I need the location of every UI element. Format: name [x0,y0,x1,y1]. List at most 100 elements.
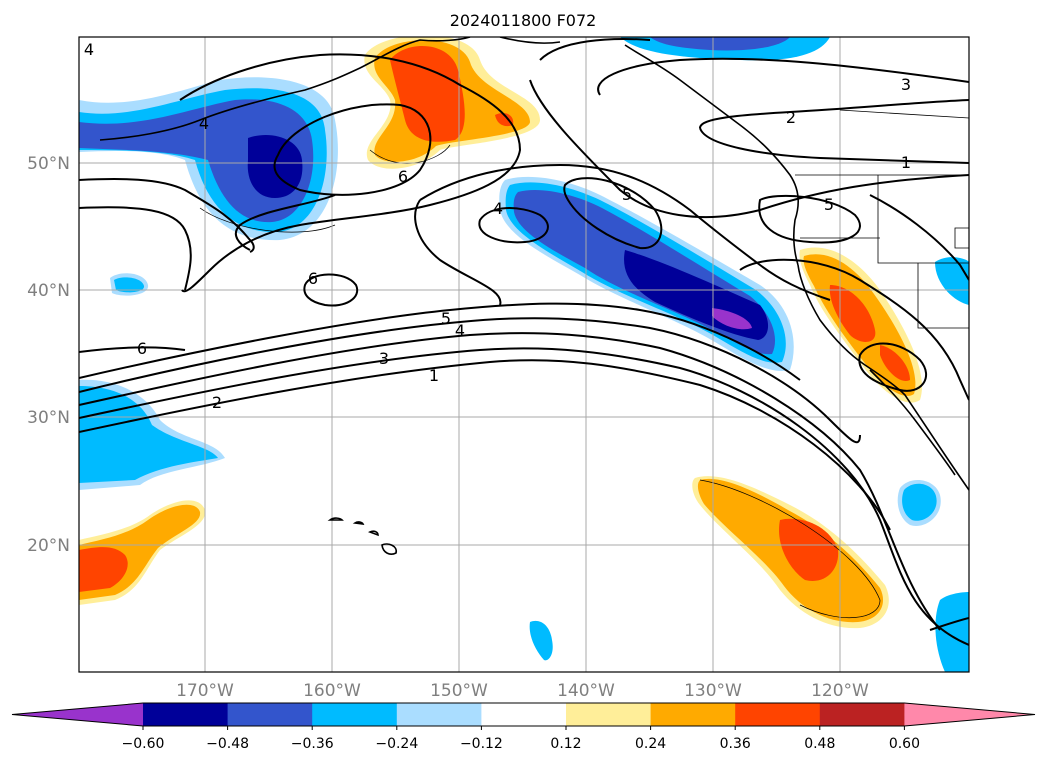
contour-ne-3 [597,57,969,96]
contour-west-3 [234,194,336,251]
colorbar-tick-label: 0.24 [635,736,666,752]
neg-area-blue [79,99,314,223]
neg-corner-cyan [935,592,969,672]
colorbar-tick-label: 0.60 [889,736,920,752]
lat-label: 50°N [27,154,70,174]
colorbar-segment [735,703,821,726]
coastlines [99,37,969,555]
colorbar-tick-label: −0.36 [291,736,334,752]
colorbar-segment [227,703,313,726]
neg-se-cyan [902,483,937,521]
pos-sw-red [79,547,128,592]
contour-label: 2 [786,108,796,127]
colorbar-segment [566,703,652,726]
pos-se-red [779,518,839,581]
graticule [79,37,969,672]
colorbar-segment [650,703,736,726]
contour-label: 6 [308,269,318,288]
colorbar-segment [312,703,398,726]
contour-nw-closed [273,103,432,196]
contour-ne-1b [869,194,969,281]
contour-mid-5 [563,177,663,250]
contour-mid-outer [419,163,831,301]
contour-baja-loop [858,342,927,392]
map-frame [78,36,970,673]
colorbar-tick-label: 0.12 [550,736,581,752]
figure-title: 2024011800 F072 [450,11,597,30]
lat-label: 20°N [27,536,70,556]
coast-baja [869,369,956,476]
colorbar-tick-label: −0.24 [375,736,418,752]
contours [79,38,969,646]
lat-label: 30°N [27,408,70,428]
colorbar-tick-label: −0.48 [206,736,249,752]
shade-outline-2 [699,479,881,619]
contour-line-1 [79,359,891,531]
coast-california [797,264,969,491]
contour-line-4 [79,317,861,444]
lon-label: 120°W [811,681,869,701]
contour-label: 4 [84,40,94,59]
colorbar-extend-high [904,703,1035,726]
map-panel: 6 6 5 4 3 2 1 6 4 5 4 3 2 1 5 4 [78,36,970,673]
contour-ne-2b [699,127,969,164]
contour-labels: 6 6 5 4 3 2 1 6 4 5 4 3 2 1 5 4 [84,40,911,412]
contour-label: 6 [137,339,147,358]
contour-label: 3 [901,75,911,94]
lon-label: 140°W [557,681,615,701]
colorbar-extend-low [12,703,143,726]
contour-label: 4 [455,321,465,340]
pos-north-red [390,46,465,142]
contour-mid-4 [478,207,549,244]
coast-hawaii-1 [327,517,344,521]
latitude-labels: 50°N 40°N 30°N 20°N [27,154,70,556]
neg-east-cyan [935,257,969,305]
colorbar-tick-label: 0.36 [720,736,751,752]
border-canada-us-north [839,109,969,119]
contour-label: 2 [212,393,222,412]
contour-line-3 [79,332,941,631]
neg-small-cyan [114,277,145,293]
colorbar-segment [143,703,229,726]
contour-label: 1 [429,366,439,385]
colorbar-tick-label: −0.60 [122,736,165,752]
coast-hawaii-2 [352,521,365,525]
shade-outline-1 [199,207,336,233]
lat-label: 40°N [27,281,70,301]
coast-bc-washington [624,44,800,266]
contour-label: 4 [199,114,209,133]
colorbar-tick-label: −0.12 [460,736,503,752]
contour-se-edge [929,617,969,631]
colorbar-segment [396,703,482,726]
contour-label: 6 [398,167,408,186]
border-states-3 [954,227,969,249]
contour-west-2 [79,206,192,291]
contour-ne-1 [529,79,969,219]
contour-mid-south [414,199,502,306]
colorbar: −0.60 −0.48 −0.36 −0.24 −0.12 0.12 0.24 0.36 0.4… [11,702,1036,752]
contour-label: 1 [901,153,911,172]
contour-top-arc [539,38,651,61]
contour-nw-outer [179,53,522,293]
pos-ca-red [829,285,876,342]
colorbar-segment [481,703,567,726]
contour-label: 5 [824,195,834,214]
contour-line-2 [79,347,969,646]
neg-south-cyan [529,620,553,661]
contour-label: 5 [622,185,632,204]
neg-top-blue [650,37,790,51]
contour-small-6 [303,273,359,307]
lon-label: 170°W [176,681,234,701]
neg-band-purple [712,308,752,330]
lon-label: 150°W [430,681,488,701]
colorbar-tick-label: 0.48 [804,736,835,752]
contour-east-loop [739,258,969,401]
coast-alaska-gulf [499,37,561,44]
contour-label: 3 [379,349,389,368]
contour-line-5 [79,302,801,381]
pos-north-red-small [495,113,514,127]
border-states-2 [917,263,969,329]
contour-ne-2 [699,99,969,129]
pos-ca-red-south [880,345,910,381]
